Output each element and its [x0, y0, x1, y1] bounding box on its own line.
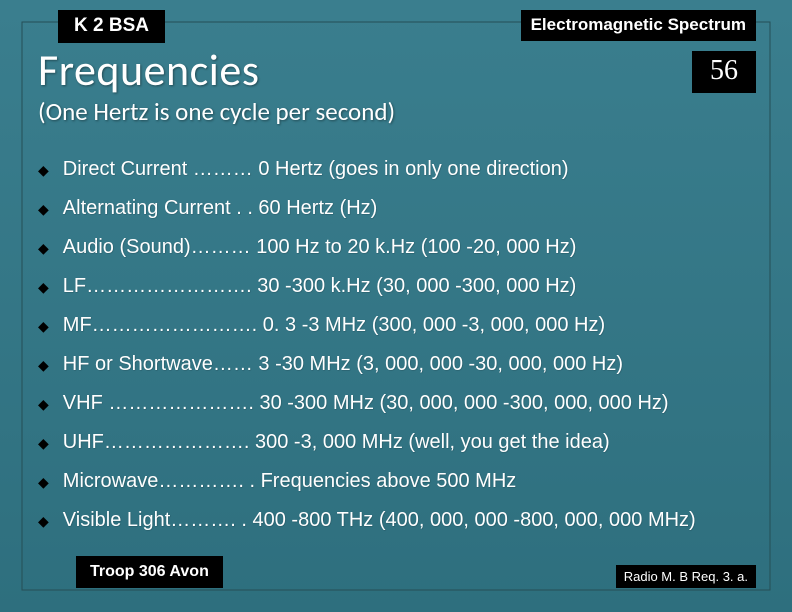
list-item-text: MF……………………. 0. 3 -3 MHz (300, 000 -3, 00…	[63, 315, 605, 335]
badge-k2bsa: K 2 BSA	[58, 10, 165, 43]
bullet-list: ◆ Direct Current ……… 0 Hertz (goes in onl…	[38, 159, 772, 549]
list-item: ◆ Microwave…………. . Frequencies above 500 …	[38, 471, 772, 493]
list-item: ◆ UHF…………………. 300 -3, 000 MHz (well, you …	[38, 432, 772, 454]
page-title: Frequencies	[38, 43, 259, 97]
page-subtitle: (One Hertz is one cycle per second)	[38, 96, 395, 127]
diamond-bullet-icon: ◆	[38, 237, 49, 259]
diamond-bullet-icon: ◆	[38, 159, 49, 181]
diamond-bullet-icon: ◆	[38, 198, 49, 220]
list-item: ◆ VHF …………………. 30 -300 MHz (30, 000, 000 …	[38, 393, 772, 415]
diamond-bullet-icon: ◆	[38, 393, 49, 415]
footer-requirement: Radio M. B Req. 3. a.	[616, 565, 756, 588]
list-item: ◆ Alternating Current . . 60 Hertz (Hz)	[38, 198, 772, 220]
diamond-bullet-icon: ◆	[38, 432, 49, 454]
list-item: ◆ HF or Shortwave…… 3 -30 MHz (3, 000, 00…	[38, 354, 772, 376]
diamond-bullet-icon: ◆	[38, 276, 49, 298]
list-item-text: HF or Shortwave…… 3 -30 MHz (3, 000, 000…	[63, 354, 623, 374]
list-item: ◆ Audio (Sound)……… 100 Hz to 20 k.Hz (100…	[38, 237, 772, 259]
list-item-text: VHF …………………. 30 -300 MHz (30, 000, 000 -…	[63, 393, 669, 413]
page-number: 56	[692, 51, 756, 93]
list-item-text: Microwave…………. . Frequencies above 500 M…	[63, 471, 517, 491]
list-item-text: Direct Current ……… 0 Hertz (goes in only…	[63, 159, 569, 179]
diamond-bullet-icon: ◆	[38, 510, 49, 532]
footer-troop: Troop 306 Avon	[76, 556, 223, 588]
slide: K 2 BSA Electromagnetic Spectrum Frequen…	[0, 0, 792, 612]
list-item-text: LF……………………. 30 -300 k.Hz (30, 000 -300, …	[63, 276, 577, 296]
list-item-text: Visible Light………. . 400 -800 THz (400, 0…	[63, 510, 696, 530]
list-item-text: Audio (Sound)……… 100 Hz to 20 k.Hz (100 …	[63, 237, 577, 257]
list-item: ◆ LF……………………. 30 -300 k.Hz (30, 000 -300,…	[38, 276, 772, 298]
diamond-bullet-icon: ◆	[38, 354, 49, 376]
badge-topic: Electromagnetic Spectrum	[521, 10, 756, 41]
diamond-bullet-icon: ◆	[38, 471, 49, 493]
list-item: ◆ MF……………………. 0. 3 -3 MHz (300, 000 -3, 0…	[38, 315, 772, 337]
list-item: ◆ Visible Light………. . 400 -800 THz (400, …	[38, 510, 772, 532]
diamond-bullet-icon: ◆	[38, 315, 49, 337]
list-item: ◆ Direct Current ……… 0 Hertz (goes in onl…	[38, 159, 772, 181]
list-item-text: Alternating Current . . 60 Hertz (Hz)	[63, 198, 378, 218]
list-item-text: UHF…………………. 300 -3, 000 MHz (well, you g…	[63, 432, 610, 452]
